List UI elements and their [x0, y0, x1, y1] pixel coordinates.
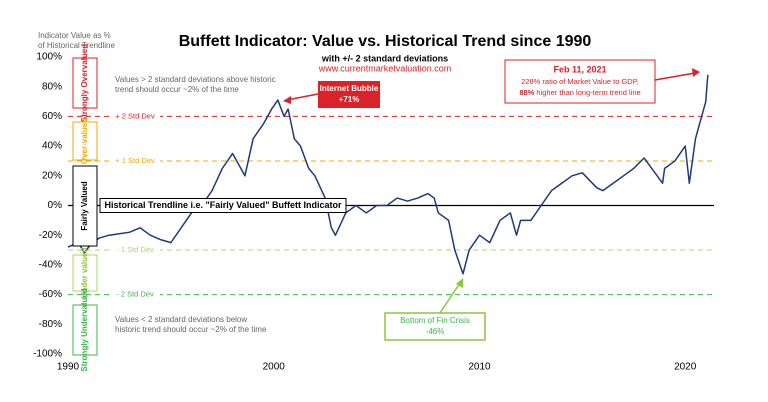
label-box — [110, 111, 160, 122]
data-line — [67, 74, 709, 275]
x-tick-label: 2010 — [468, 362, 491, 373]
annotation-box — [504, 59, 656, 104]
zone-label: Over-valued — [80, 118, 89, 164]
label-box — [110, 245, 160, 256]
y-axis-title: Indicator Value as % — [38, 31, 111, 40]
y-tick-label: -60% — [39, 289, 62, 300]
arrowhead — [283, 96, 291, 104]
y-tick-label: 0% — [48, 200, 63, 211]
subtitle: with +/- 2 standard deviations — [321, 53, 448, 63]
zone-label: Under valued — [80, 248, 89, 299]
arrow — [439, 282, 461, 314]
arrow — [654, 72, 696, 81]
arrowhead — [692, 68, 700, 77]
note: Values < 2 standard deviations below — [115, 315, 247, 324]
source: www.currentmarketvaluation.com — [318, 63, 452, 73]
zone-box — [72, 304, 98, 356]
label-box — [110, 289, 160, 300]
y-tick-label: 40% — [42, 141, 62, 152]
std-label: - 1 Std Dev — [116, 245, 154, 254]
annotation: -46% — [426, 327, 445, 336]
y-tick-label: 60% — [42, 111, 62, 122]
label-box — [99, 198, 347, 213]
annotation: 228% ratio of Market Value to GDP, — [521, 77, 639, 86]
arrowhead — [456, 278, 463, 288]
annotation: Feb 11, 2021 — [553, 64, 606, 74]
std-label: + 2 Std Dev — [115, 111, 155, 120]
note: historic trend should occur ~2% of the t… — [115, 325, 267, 334]
y-tick-label: 80% — [42, 81, 62, 92]
zone-box — [72, 121, 98, 161]
note: Values > 2 standard deviations above his… — [115, 75, 276, 84]
y-tick-label: -100% — [33, 349, 62, 360]
x-tick-label: 2020 — [674, 362, 697, 373]
y-tick-label: -80% — [39, 319, 62, 330]
y-tick-label: 20% — [42, 170, 62, 181]
x-tick-label: 2000 — [263, 362, 286, 373]
zone-label: Strongly Overvalued — [80, 44, 89, 122]
arrow — [286, 93, 319, 101]
annotation: +71% — [339, 95, 360, 104]
y-axis-title: of Historical Trendline — [38, 41, 115, 50]
zone-label: Fairly Valued — [80, 181, 89, 230]
zone-label: Strongly Undervalued — [80, 288, 89, 371]
annotation-box — [318, 81, 380, 108]
zone-box — [72, 57, 98, 109]
x-tick-label: 1990 — [57, 362, 80, 373]
note: trend should occur ~2% of the time — [115, 85, 239, 94]
zone-box — [72, 254, 98, 292]
annotation-box — [384, 312, 486, 341]
std-label: + 1 Std Dev — [115, 156, 155, 165]
label-box — [110, 155, 160, 166]
annotation: Internet Bubble — [320, 84, 379, 93]
annotation: 88% higher than long-term trend line — [519, 88, 640, 97]
chart-title: Buffett Indicator: Value vs. Historical … — [179, 33, 592, 50]
y-tick-label: -40% — [39, 260, 62, 271]
zone-box — [72, 165, 98, 247]
annotation-bold: 88% — [519, 88, 534, 97]
annotation-rest: higher than long-term trend line — [534, 88, 640, 97]
std-label: - 2 Std Dev — [116, 290, 154, 299]
y-tick-label: 100% — [36, 52, 62, 63]
trendline-label: Historical Trendline i.e. "Fairly Valued… — [104, 200, 342, 210]
y-tick-label: -20% — [39, 230, 62, 241]
annotation: Bottom of Fin Crisis — [400, 316, 470, 325]
